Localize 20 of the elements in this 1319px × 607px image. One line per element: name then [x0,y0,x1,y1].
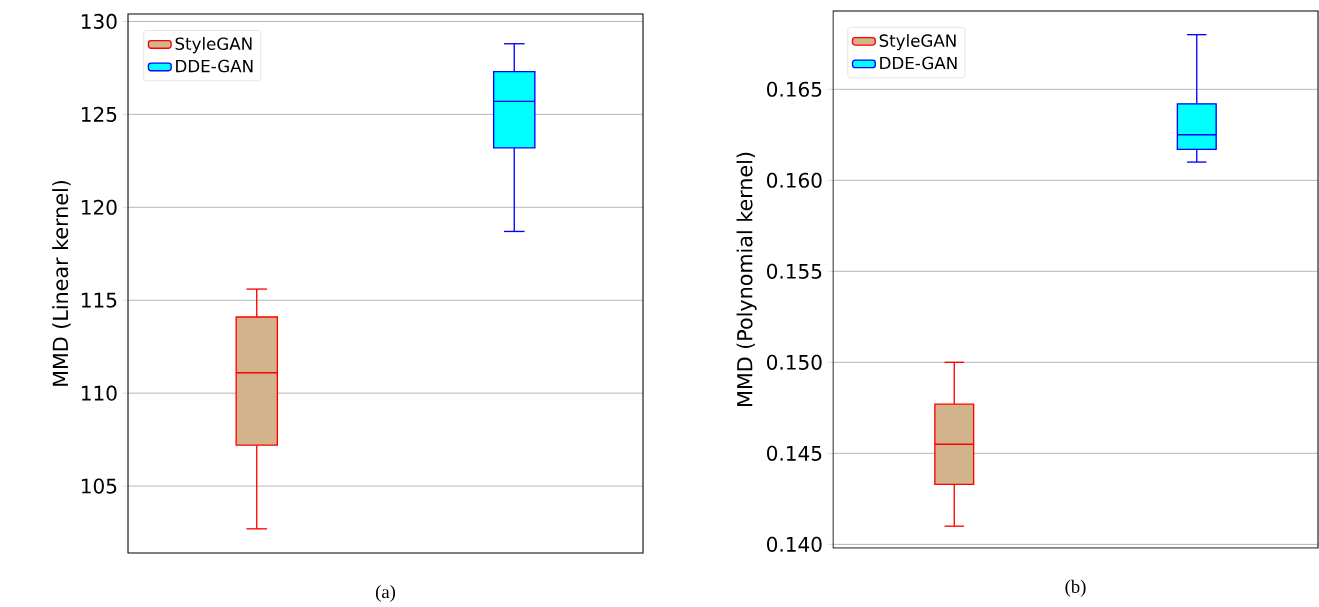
y-axis-title: MMD (Linear kernel) [52,180,71,386]
text: (b) [1065,579,1086,597]
y-tick-label: 120 [81,199,117,215]
y-tick-label: 130 [81,13,117,30]
y-tick-label: 0.145 [767,445,822,461]
y-tick-label: 105 [81,478,117,494]
y-tick-label: 125 [81,106,117,122]
y-axis-title: MMD (Polynomial kernel) [736,152,757,406]
y-tick-label: 0.155 [767,263,822,279]
y-tick-label: 115 [81,292,117,308]
text: (a) [375,584,396,602]
y-tick-label: 0.165 [767,81,822,97]
legend-label: DDE-GAN [176,59,253,73]
legend-label: StyleGAN [879,34,956,51]
legend-label: StyleGAN [175,37,252,54]
y-tick-label: 0.140 [767,536,822,552]
y-tick-label: 0.160 [767,172,822,188]
y-tick-label: 0.150 [767,354,822,370]
y-tick-label: 110 [81,385,117,401]
legend-label: DDE-GAN [880,56,957,70]
